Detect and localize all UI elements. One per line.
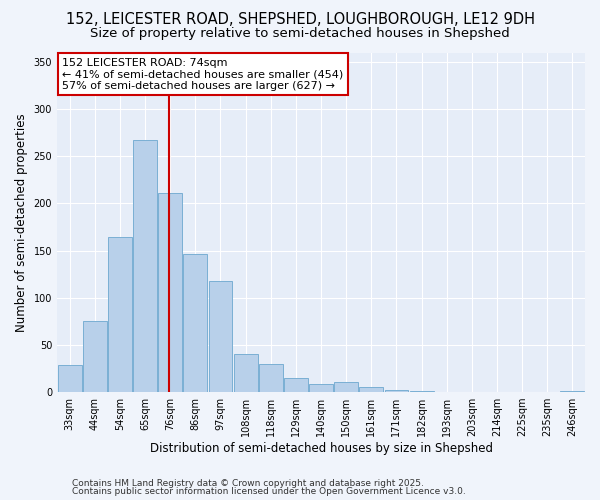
Bar <box>259 364 283 392</box>
Bar <box>184 254 207 392</box>
Bar <box>158 193 182 392</box>
Bar <box>58 364 82 392</box>
Bar <box>133 140 157 392</box>
Bar <box>83 322 107 392</box>
Text: Contains HM Land Registry data © Crown copyright and database right 2025.: Contains HM Land Registry data © Crown c… <box>72 478 424 488</box>
Bar <box>233 354 257 392</box>
Bar <box>209 281 232 392</box>
Bar <box>410 391 434 392</box>
Bar <box>284 378 308 392</box>
Bar <box>334 382 358 392</box>
Bar <box>560 391 584 392</box>
Bar <box>108 238 132 392</box>
Text: 152, LEICESTER ROAD, SHEPSHED, LOUGHBOROUGH, LE12 9DH: 152, LEICESTER ROAD, SHEPSHED, LOUGHBORO… <box>65 12 535 28</box>
X-axis label: Distribution of semi-detached houses by size in Shepshed: Distribution of semi-detached houses by … <box>149 442 493 455</box>
Bar <box>385 390 409 392</box>
Bar <box>359 388 383 392</box>
Text: Contains public sector information licensed under the Open Government Licence v3: Contains public sector information licen… <box>72 487 466 496</box>
Y-axis label: Number of semi-detached properties: Number of semi-detached properties <box>15 113 28 332</box>
Text: Size of property relative to semi-detached houses in Shepshed: Size of property relative to semi-detach… <box>90 28 510 40</box>
Text: 152 LEICESTER ROAD: 74sqm
← 41% of semi-detached houses are smaller (454)
57% of: 152 LEICESTER ROAD: 74sqm ← 41% of semi-… <box>62 58 344 91</box>
Bar <box>309 384 333 392</box>
